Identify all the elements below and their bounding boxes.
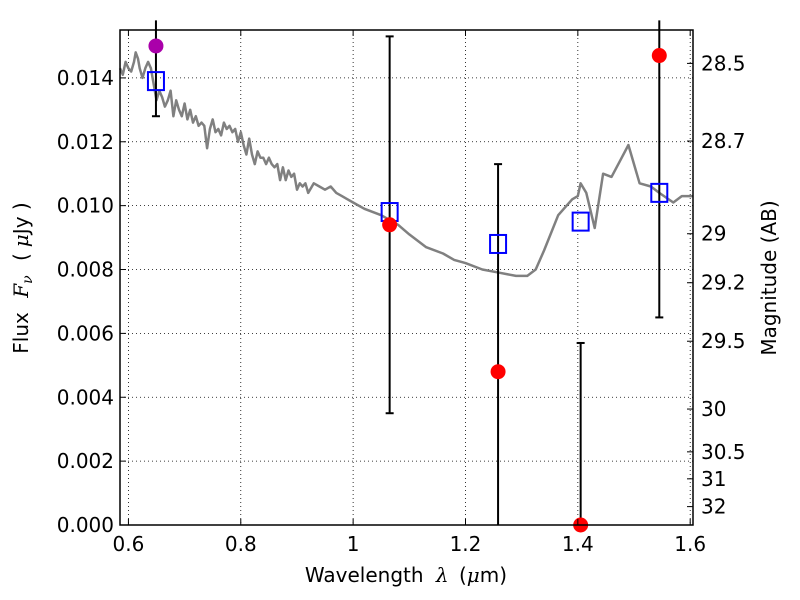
synthetic-point [489, 233, 508, 254]
plot-frame [119, 29, 694, 526]
y-tick-label: 0.000 [57, 513, 114, 537]
x-axis-label-unit-mu: μ [467, 563, 480, 587]
y-tick-label: 0.004 [57, 385, 114, 409]
grid-lines [120, 30, 693, 526]
synthetic-point [571, 211, 590, 232]
y-axis-label-subscript: ν [20, 275, 36, 284]
model-spectrum-line [118, 51, 693, 278]
y2-axis-label: Magnitude (AB) [757, 200, 781, 355]
y-tick-label: 0.014 [57, 66, 114, 90]
highlight-point [148, 38, 164, 54]
x-axis-label-prefix: Wavelength [305, 563, 424, 587]
observed-point [382, 217, 398, 233]
synthetic-point [650, 182, 669, 203]
x-axis-label-unit-open: ( [459, 563, 467, 587]
y-axis-label-symbol: F [9, 283, 33, 299]
y2-tick-label: 29.2 [701, 271, 746, 295]
y-axis-label-unit-open: ( [9, 253, 33, 261]
y-tick-label: 0.012 [57, 130, 114, 154]
y-tick-label: 0.006 [57, 321, 114, 345]
y-axis-label-unit-mu: μ [9, 234, 33, 247]
y2-tick-label: 31 [701, 467, 726, 491]
observed-point [651, 48, 667, 64]
data-series [118, 20, 693, 533]
x-axis-label: Wavelength λ (μm) [305, 563, 507, 587]
y-axis-label-prefix: Flux [9, 312, 33, 354]
x-tick-label: 1.4 [562, 532, 594, 556]
y-tick-label: 0.010 [57, 194, 114, 218]
x-tick-label: 0.6 [113, 532, 145, 556]
synthetic-point [146, 71, 165, 92]
y2-tick-label: 30.5 [701, 440, 746, 464]
y2-tick-label: 32 [701, 495, 726, 519]
y2-tick-label: 28.7 [701, 129, 746, 153]
y-axis-label: Flux Fν ( μJy ) [9, 202, 37, 353]
x-axis-label-symbol: λ [435, 563, 449, 587]
axis-ticks: 0.6 0.8 1 1.2 1.4 1.6 0.000 0.002 0.004 0.006 0.00… [57, 30, 746, 556]
x-tick-label: 0.8 [225, 532, 257, 556]
y2-tick-label: 29.5 [701, 329, 746, 353]
observed-point [490, 364, 506, 380]
x-tick-label: 1 [347, 532, 360, 556]
y-axis-label-unit-rest: Jy ) [9, 202, 33, 236]
y2-tick-label: 30 [701, 397, 726, 421]
y-tick-label: 0.002 [57, 449, 114, 473]
x-axis-label-unit-rest: m) [480, 563, 507, 587]
y-tick-label: 0.008 [57, 258, 114, 282]
x-tick-label: 1.2 [450, 532, 482, 556]
y2-tick-label: 29 [701, 222, 726, 246]
y2-tick-label: 28.5 [701, 51, 746, 75]
x-tick-label: 1.6 [674, 532, 706, 556]
